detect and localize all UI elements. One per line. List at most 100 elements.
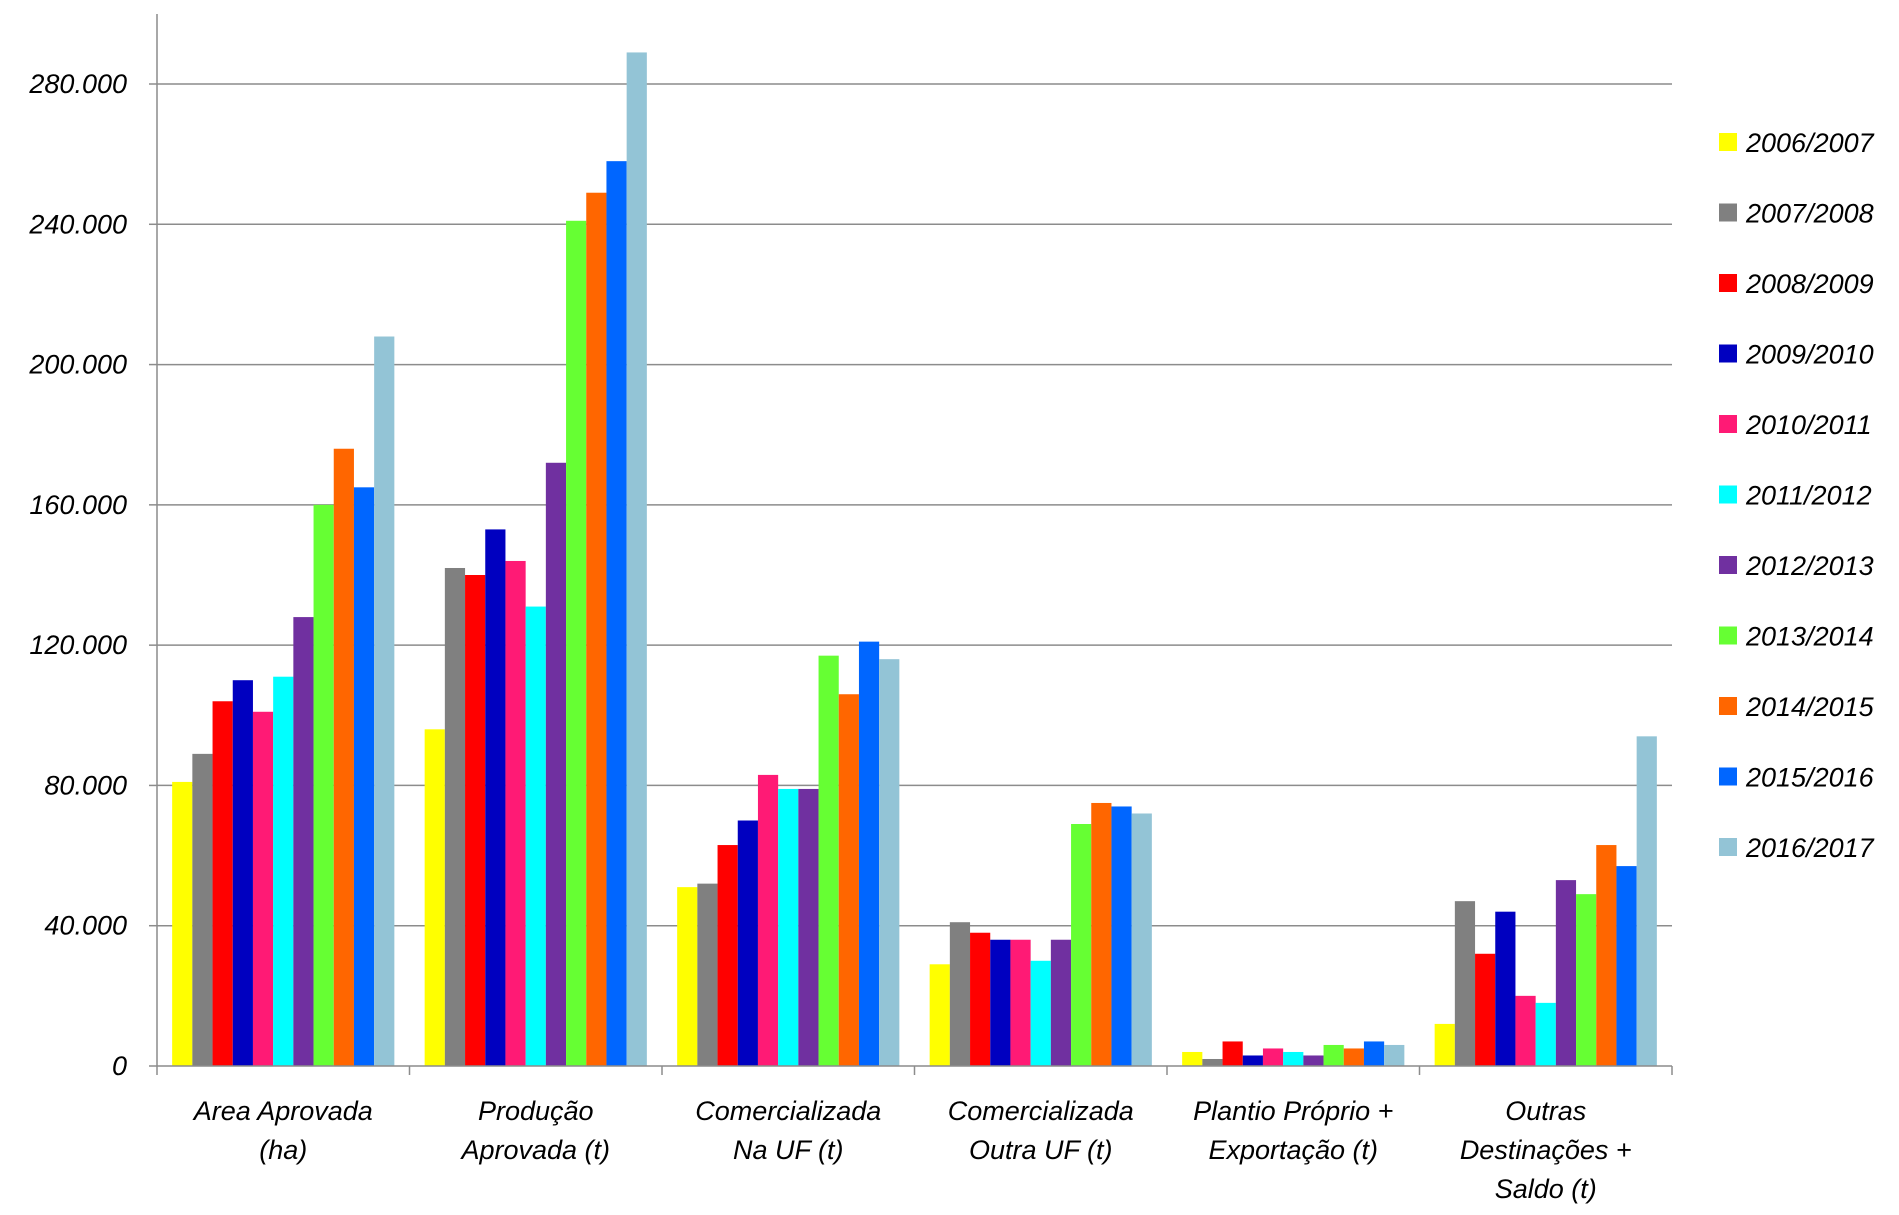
bar: [1182, 1051, 1203, 1066]
bar: [990, 939, 1011, 1066]
bar: [1202, 1058, 1223, 1066]
legend-label: 2016/2017: [1745, 833, 1875, 863]
legend-swatch: [1719, 133, 1737, 151]
bar: [374, 336, 395, 1066]
axes: [149, 14, 1673, 1075]
bar: [949, 922, 971, 1066]
bar: [1384, 1044, 1405, 1066]
bar: [293, 617, 314, 1066]
x-category-label: Comercializada Na UF (t): [695, 1096, 881, 1165]
legend-swatch: [1719, 415, 1737, 433]
y-tick-label: 280.000: [28, 69, 127, 99]
bar: [273, 676, 294, 1066]
bar: [1323, 1044, 1344, 1066]
y-tick-label: 0: [112, 1051, 127, 1081]
bars: [172, 52, 1657, 1067]
bar: [717, 845, 738, 1066]
bar: [1596, 845, 1617, 1066]
bar: [818, 655, 839, 1066]
bar: [1454, 901, 1476, 1066]
legend-swatch: [1719, 274, 1737, 292]
bar: [566, 220, 587, 1066]
x-category-label: Comercializada Outra UF (t): [948, 1096, 1134, 1165]
bar: [1495, 911, 1516, 1066]
bar: [1131, 813, 1152, 1066]
legend-label: 2015/2016: [1745, 763, 1875, 793]
y-tick-label: 160.000: [29, 490, 127, 520]
legend-label: 2012/2013: [1745, 551, 1874, 581]
bar: [192, 753, 213, 1066]
bar: [1071, 824, 1092, 1066]
bar: [465, 575, 486, 1066]
bar: [626, 52, 647, 1066]
bar: [1111, 806, 1132, 1066]
bar: [444, 567, 466, 1066]
legend-label: 2006/2007: [1745, 128, 1875, 158]
bar: [212, 701, 233, 1066]
bar: [1030, 960, 1051, 1066]
bar: [313, 504, 334, 1066]
legend-swatch: [1719, 838, 1737, 856]
bar: [1363, 1041, 1385, 1066]
bar: [606, 161, 627, 1066]
bar: [1475, 953, 1496, 1066]
legend-swatch: [1719, 556, 1737, 574]
bar: [232, 680, 253, 1066]
legend-label: 2014/2015: [1745, 692, 1875, 722]
x-category-label: Plantio Próprio + Exportação (t): [1193, 1096, 1393, 1165]
legend-label: 2009/2010: [1745, 340, 1874, 370]
legend-label: 2013/2014: [1745, 622, 1874, 652]
bar: [1616, 866, 1637, 1066]
bar: [1222, 1041, 1243, 1066]
bar: [778, 788, 799, 1066]
y-tick-label: 40.000: [44, 911, 127, 941]
bar: [929, 964, 950, 1066]
bar: [1091, 802, 1112, 1066]
bar: [1434, 1023, 1455, 1066]
bar: [1555, 880, 1577, 1066]
x-axis-labels: Area Aprovada (ha) Produção Aprovada (t) Com…: [192, 1096, 1632, 1204]
bar: [1262, 1048, 1284, 1066]
x-category-label: Outras Destinações + Saldo (t): [1460, 1096, 1632, 1204]
bar: [545, 462, 567, 1066]
legend-swatch: [1719, 485, 1737, 504]
bar: [1283, 1051, 1304, 1066]
legend-swatch: [1719, 697, 1737, 715]
bar: [485, 529, 506, 1066]
bar: [252, 711, 274, 1066]
gridlines: [157, 83, 1672, 927]
bar: [1576, 894, 1597, 1066]
bar: [333, 448, 354, 1066]
bar: [1010, 939, 1031, 1066]
bar: [757, 774, 779, 1066]
legend-swatch: [1719, 344, 1737, 363]
y-tick-label: 80.000: [44, 770, 127, 800]
y-tick-label: 200.000: [28, 350, 127, 380]
bar: [1050, 939, 1072, 1066]
bar: [525, 606, 546, 1066]
bar: [172, 781, 193, 1066]
legend-label: 2011/2012: [1745, 481, 1872, 511]
legend-swatch: [1719, 626, 1737, 645]
bar: [970, 932, 991, 1066]
bar: [858, 641, 880, 1066]
bar: [737, 820, 758, 1066]
bar: [586, 192, 607, 1066]
legend-label: 2010/2011: [1745, 410, 1872, 440]
bar: [1636, 736, 1657, 1066]
legend-label: 2007/2008: [1745, 199, 1874, 229]
bar: [1303, 1055, 1324, 1066]
y-tick-label: 120.000: [29, 630, 127, 660]
y-tick-label: 240.000: [28, 209, 127, 239]
bar: [879, 659, 900, 1066]
legend-swatch: [1719, 203, 1737, 222]
bar: [1535, 1002, 1556, 1066]
legend-label: 2008/2009: [1745, 269, 1874, 299]
bar: [838, 694, 859, 1066]
bar: [424, 729, 445, 1066]
bar: [505, 560, 526, 1066]
bar: [1515, 995, 1536, 1066]
legend: 2006/2007 2007/2008 2008/2009 2009/2010 2010…: [1719, 128, 1875, 863]
bar: [353, 487, 375, 1067]
legend-swatch: [1719, 767, 1737, 786]
